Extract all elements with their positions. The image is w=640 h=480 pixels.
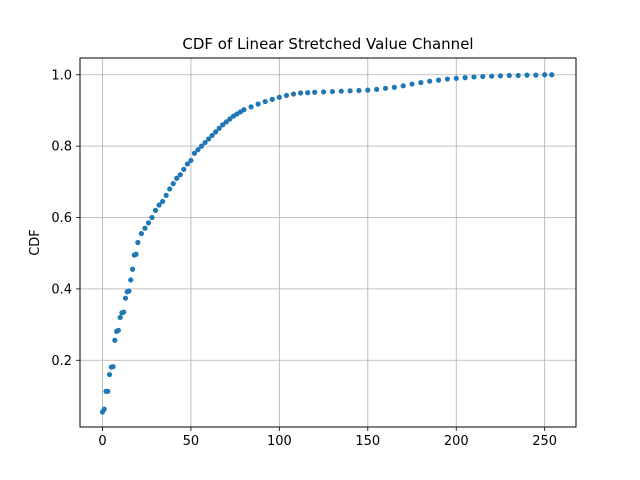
data-point — [156, 202, 162, 208]
data-point — [117, 314, 123, 321]
data-point — [409, 81, 415, 87]
data-point — [115, 327, 121, 333]
y-tick-label: 0.4 — [51, 282, 72, 297]
x-tick-label: 0 — [98, 434, 106, 449]
x-tick-label: 200 — [444, 434, 469, 449]
data-point — [462, 75, 468, 81]
data-point — [374, 86, 380, 93]
data-point — [126, 288, 132, 294]
data-point — [262, 98, 268, 105]
data-point — [255, 101, 261, 107]
data-point — [184, 161, 190, 167]
plot-frame — [79, 57, 577, 428]
y-tick-label: 0.8 — [51, 140, 72, 155]
data-point — [170, 181, 176, 187]
ticks-layer: 0 50 100 150 200 250 0.2 0.4 0.6 0.8 1.0 — [51, 68, 557, 449]
data-point — [444, 76, 451, 82]
data-point — [106, 371, 113, 378]
x-tick-label: 50 — [183, 434, 200, 449]
data-point — [497, 73, 504, 79]
chart-title: CDF of Linear Stretched Value Channel — [182, 35, 473, 53]
data-point — [248, 104, 254, 110]
data-point — [312, 89, 318, 95]
data-point — [181, 166, 187, 172]
data-point — [177, 172, 183, 178]
x-tick-label: 250 — [532, 434, 557, 449]
data-point — [216, 125, 222, 131]
data-point — [160, 198, 166, 205]
data-point — [471, 74, 477, 80]
data-point — [101, 406, 107, 412]
data-point — [223, 119, 229, 125]
data-point — [121, 309, 127, 315]
data-point — [269, 96, 275, 102]
data-point — [290, 91, 297, 97]
data-point — [542, 72, 548, 78]
data-point — [365, 87, 371, 93]
data-point — [209, 132, 215, 139]
y-tick-label: 0.2 — [51, 354, 72, 369]
data-point — [533, 72, 539, 78]
y-tick-label: 1.0 — [51, 68, 72, 83]
data-point — [427, 78, 433, 84]
y-axis-label: CDF — [28, 229, 43, 256]
data-point — [128, 277, 134, 283]
data-point — [391, 84, 397, 90]
data-point — [142, 225, 148, 231]
data-point — [220, 122, 226, 128]
data-point — [283, 92, 290, 99]
data-point — [549, 72, 555, 78]
data-point — [105, 388, 111, 394]
data-point — [129, 266, 136, 272]
data-point — [149, 214, 155, 221]
data-point — [135, 239, 141, 246]
x-tick-label: 100 — [267, 434, 292, 449]
data-point — [188, 157, 194, 164]
points-layer — [99, 72, 555, 415]
data-point — [122, 295, 129, 301]
data-point — [489, 73, 495, 79]
data-point — [167, 186, 173, 192]
data-point — [435, 77, 442, 83]
data-point — [202, 139, 208, 146]
data-point — [174, 175, 180, 181]
data-point — [506, 72, 512, 79]
data-point — [163, 192, 169, 198]
data-point — [198, 143, 205, 149]
data-point — [453, 75, 459, 81]
grid-layer — [80, 58, 576, 427]
x-tick-label: 150 — [355, 434, 380, 449]
data-point — [356, 87, 362, 94]
data-point — [515, 72, 521, 79]
data-point — [347, 88, 353, 94]
data-point — [320, 89, 327, 95]
data-point — [227, 116, 233, 122]
data-point — [191, 150, 198, 156]
data-point — [305, 90, 311, 96]
data-point — [338, 88, 344, 94]
data-point — [112, 337, 118, 343]
data-point — [205, 136, 212, 142]
data-point — [329, 88, 336, 95]
data-point — [297, 90, 304, 96]
data-point — [213, 129, 219, 135]
data-point — [418, 80, 424, 86]
data-point — [195, 147, 201, 153]
data-point — [133, 251, 139, 257]
y-tick-label: 0.6 — [51, 211, 72, 226]
data-point — [152, 207, 159, 213]
data-point — [145, 220, 152, 226]
data-point — [138, 230, 144, 237]
data-point — [241, 107, 247, 113]
data-point — [110, 364, 116, 370]
data-point — [276, 94, 282, 100]
data-point — [524, 72, 530, 78]
data-point — [400, 83, 406, 89]
data-point — [480, 73, 486, 80]
data-point — [382, 85, 389, 91]
